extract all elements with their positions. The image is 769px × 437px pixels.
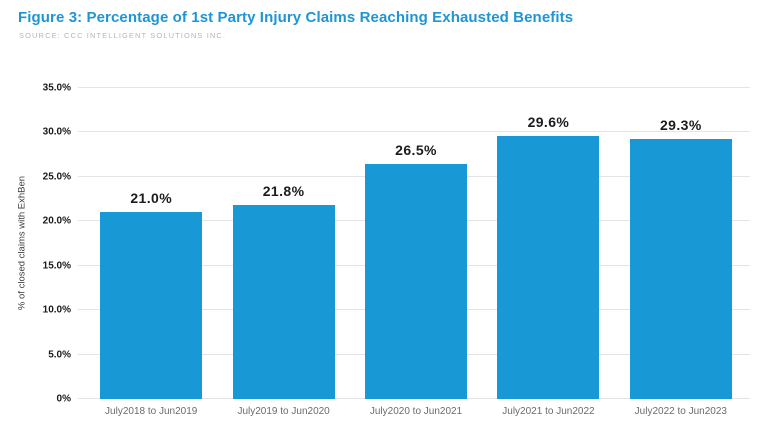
x-tick-label: July2021 to Jun2022	[502, 406, 595, 417]
bar-value-label: 29.3%	[659, 116, 702, 133]
bar-slot: 21.8% July2019 to Jun2020	[217, 88, 349, 417]
bar	[629, 138, 732, 399]
y-tick-label: 30.0%	[42, 126, 71, 138]
bar-slot: 29.6% July2021 to Jun2022	[482, 88, 614, 417]
bar	[232, 205, 335, 399]
x-tick-label: July2019 to Jun2020	[237, 406, 330, 417]
bar-slot: 21.0% July2018 to Jun2019	[85, 88, 217, 417]
y-tick-label: 0%	[56, 393, 71, 405]
y-tick-label: 5.0%	[48, 349, 71, 361]
bar-value-label: 21.0%	[130, 190, 173, 207]
x-tick-label: July2018 to Jun2019	[105, 406, 198, 417]
y-tick-label: 35.0%	[42, 82, 71, 94]
chart-source: SOURCE: CCC INTELLIGENT SOLUTIONS INC.	[19, 31, 227, 40]
x-tick-label: July2022 to Jun2023	[634, 406, 727, 417]
y-tick-label: 20.0%	[42, 215, 71, 227]
y-tick-label: 10.0%	[42, 304, 71, 316]
bar-value-label: 21.8%	[262, 183, 305, 200]
plot-area: 0% 5.0% 10.0% 15.0% 20.0% 25.0% 30.0% 35.0% 21.…	[43, 83, 750, 417]
bar	[497, 135, 600, 399]
bar-value-label: 26.5%	[395, 141, 437, 158]
bar	[100, 212, 203, 399]
y-axis-title: % of closed claims with ExhBen	[16, 175, 28, 311]
gridline	[78, 87, 750, 88]
y-tick-label: 25.0%	[42, 171, 71, 183]
y-tick-label: 15.0%	[42, 260, 71, 272]
chart-title: Figure 3: Percentage of 1st Party Injury…	[18, 9, 574, 26]
bar-value-label: 29.6%	[527, 113, 570, 130]
bar-slot: 29.3% July2022 to Jun2023	[615, 88, 747, 417]
bar	[365, 163, 467, 399]
x-tick-label: July2020 to Jun2021	[369, 406, 463, 417]
gridline	[78, 131, 750, 133]
bar-slot: 26.5% July2020 to Jun2021	[350, 88, 482, 417]
bars-container: 21.0% July2018 to Jun2019 21.8% July2019 to…	[85, 88, 747, 417]
